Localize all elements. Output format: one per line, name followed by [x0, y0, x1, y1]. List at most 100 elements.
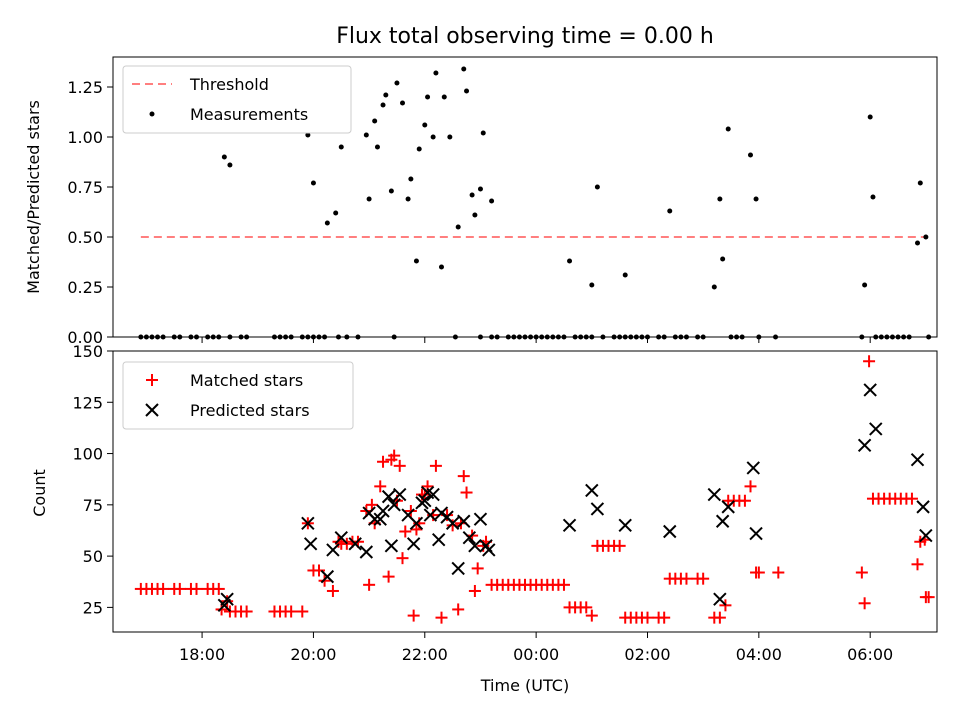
predicted-star-point [457, 514, 471, 528]
measurement-point [227, 162, 233, 168]
bottom-y-tick-label: 25 [83, 598, 103, 617]
measurement-point [567, 258, 573, 264]
bottom-y-tick-label: 125 [72, 393, 103, 412]
measurement-point [870, 194, 876, 200]
predicted-star-point [434, 506, 449, 520]
predicted-star-point [384, 539, 399, 553]
matched-star-point [285, 605, 298, 618]
matched-star-point [393, 459, 406, 472]
predicted-star-point [348, 537, 362, 551]
matched-star-point [388, 449, 401, 462]
measurement-point [917, 180, 923, 186]
top-y-tick-label: 1.00 [67, 128, 103, 147]
matched-star-point [641, 611, 654, 624]
measurement-point [594, 184, 600, 190]
matched-star-point [613, 539, 626, 552]
predicted-star-point [919, 528, 933, 543]
bottom-x-tick-label: 06:00 [847, 645, 893, 664]
measurement-point [405, 196, 411, 202]
bottom-x-tick-label: 00:00 [513, 645, 559, 664]
predicted-star-point [721, 500, 735, 514]
predicted-star-point [618, 518, 632, 533]
measurement-point [380, 102, 386, 108]
predicted-star-point [387, 498, 401, 512]
measurement-point [455, 224, 461, 230]
measurement-point [447, 134, 453, 140]
predicted-star-point [585, 483, 599, 498]
predicted-star-point [301, 516, 315, 530]
top-y-tick-label: 0.25 [67, 278, 103, 297]
measurement-point [366, 196, 372, 202]
predicted-star-point [373, 512, 387, 526]
bottom-x-tick-label: 02:00 [624, 645, 670, 664]
legend-predicted-label: Predicted stars [190, 401, 310, 420]
top-y-tick-label: 0.75 [67, 178, 103, 197]
matched-star-point [363, 578, 376, 591]
measurement-point [711, 284, 717, 290]
matched-star-point [658, 611, 671, 624]
top-legend-box [122, 65, 352, 134]
matched-star-point [452, 603, 465, 616]
predicted-star-point [426, 487, 440, 502]
matched-star-point [429, 459, 442, 472]
legend-matched-label: Matched stars [190, 371, 303, 390]
predicted-star-point [409, 516, 424, 530]
legend-measurements-label: Measurements [190, 105, 308, 124]
measurement-point [408, 176, 414, 182]
matched-star-point [911, 558, 924, 571]
bottom-legend: Matched stars Predicted stars [122, 361, 354, 430]
bottom-x-axis-label: Time (UTC) [480, 676, 569, 695]
predicted-star-point [910, 453, 925, 467]
matched-star-point [396, 552, 409, 565]
predicted-star-point [863, 383, 877, 397]
measurement-point [867, 114, 873, 120]
bottom-y-tick-label: 75 [83, 496, 103, 515]
predicted-star-point [303, 537, 318, 551]
predicted-star-point [359, 545, 374, 559]
matched-star-point [407, 609, 420, 622]
predicted-star-point [715, 514, 730, 528]
measurement-point [413, 258, 419, 264]
top-y-axis-label: Matched/Predicted stars [24, 100, 43, 294]
predicted-star-point [916, 500, 930, 514]
top-y-tick-label: 1.25 [67, 78, 103, 97]
matched-star-point [190, 582, 203, 595]
legend-predicted-swatch [145, 403, 159, 417]
matched-star-point [460, 486, 473, 499]
measurement-point [338, 144, 344, 150]
measurement-point [221, 154, 227, 160]
matched-star-point [468, 584, 481, 597]
predicted-star-point [746, 461, 760, 475]
measurement-point [725, 126, 731, 132]
measurement-point [388, 188, 394, 194]
bottom-panel: 25 50 75 100 125 150 18:00 20:00 22:00 00:00 02:0… [30, 342, 938, 695]
matched-star-point [772, 566, 785, 579]
matched-star-point [922, 591, 935, 604]
matched-star-point [855, 566, 868, 579]
predicted-star-point [562, 518, 577, 533]
matched-star-point [585, 609, 598, 622]
matched-star-point [296, 605, 309, 618]
predicted-star-point [451, 561, 465, 576]
matched-star-point [410, 523, 423, 536]
matched-star-point [858, 597, 871, 610]
matched-star-point [240, 605, 253, 618]
matched-star-point [435, 611, 448, 624]
bottom-plot-marks [134, 355, 935, 624]
bottom-legend-box [122, 361, 354, 430]
matched-star-point [457, 470, 470, 483]
predicted-star-point [857, 438, 872, 453]
top-y-tick-label: 0.00 [67, 328, 103, 347]
legend-threshold-label: Threshold [189, 75, 269, 94]
top-axes-frame [112, 56, 938, 338]
measurement-point [438, 264, 444, 270]
measurement-point [469, 192, 475, 198]
predicted-star-point [749, 526, 763, 541]
predicted-star-point [707, 487, 722, 502]
predicted-star-point [376, 504, 390, 518]
measurement-point [717, 196, 723, 202]
bottom-y-axis-label: Count [30, 469, 49, 517]
bottom-x-tick-label: 04:00 [736, 645, 782, 664]
measurement-point [324, 220, 330, 226]
